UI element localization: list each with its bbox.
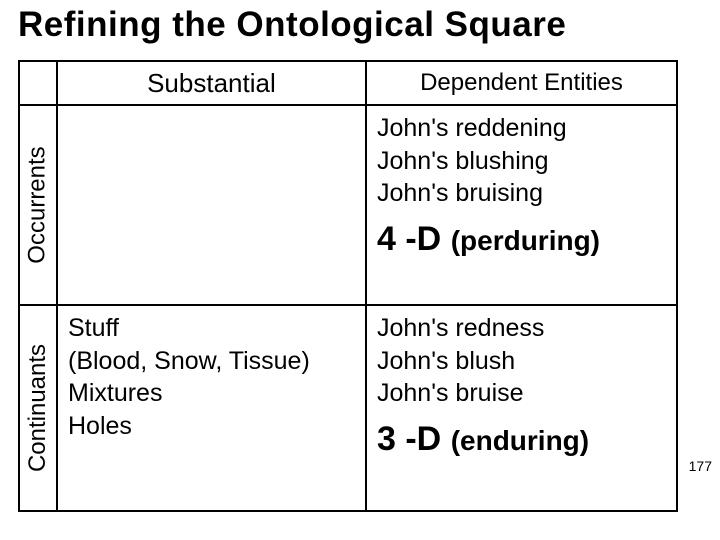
ontological-table: Substantial Dependent Entities Occurrent… bbox=[18, 60, 678, 512]
slide-title: Refining the Ontological Square bbox=[18, 6, 710, 45]
header-corner-cell bbox=[20, 62, 58, 104]
occ-dep-line3: John's bruising bbox=[377, 177, 666, 210]
row-label-occurrents-text: Occurrents bbox=[24, 146, 52, 263]
row-occurrents: Occurrents John's reddening John's blush… bbox=[20, 106, 676, 306]
cont-dep-tag-paren: (enduring) bbox=[451, 425, 589, 456]
occ-dep-tag-paren: (perduring) bbox=[451, 225, 600, 256]
row-label-continuants-text: Continuants bbox=[24, 344, 52, 472]
page-number: 177 bbox=[689, 458, 712, 474]
row-continuants: Continuants Stuff (Blood, Snow, Tissue) … bbox=[20, 306, 676, 510]
row-label-continuants: Continuants bbox=[20, 306, 58, 510]
cont-dep-tag-main: 3 -D bbox=[377, 420, 451, 458]
cell-continuants-substantial: Stuff (Blood, Snow, Tissue) Mixtures Hol… bbox=[58, 306, 367, 510]
cell-continuants-dependent: John's redness John's blush John's bruis… bbox=[367, 306, 676, 510]
cont-dep-line1: John's redness bbox=[377, 312, 666, 345]
header-dependent: Dependent Entities bbox=[367, 62, 676, 104]
occ-dep-tag: 4 -D (perduring) bbox=[377, 220, 666, 259]
cont-sub-line2: (Blood, Snow, Tissue) bbox=[68, 345, 355, 378]
row-label-occurrents: Occurrents bbox=[20, 106, 58, 304]
cont-dep-tag: 3 -D (enduring) bbox=[377, 420, 666, 459]
table-header-row: Substantial Dependent Entities bbox=[20, 62, 676, 106]
cont-sub-line1: Stuff bbox=[68, 312, 355, 345]
cell-occurrents-substantial bbox=[58, 106, 367, 304]
occ-dep-line2: John's blushing bbox=[377, 145, 666, 178]
header-substantial: Substantial bbox=[58, 62, 367, 104]
occ-dep-line1: John's reddening bbox=[377, 112, 666, 145]
cont-sub-line3: Mixtures bbox=[68, 377, 355, 410]
occ-dep-tag-main: 4 -D bbox=[377, 220, 451, 258]
cont-dep-line2: John's blush bbox=[377, 345, 666, 378]
cell-occurrents-dependent: John's reddening John's blushing John's … bbox=[367, 106, 676, 304]
slide: Refining the Ontological Square Substant… bbox=[0, 0, 720, 540]
cont-dep-line3: John's bruise bbox=[377, 377, 666, 410]
cont-sub-line4: Holes bbox=[68, 410, 355, 443]
